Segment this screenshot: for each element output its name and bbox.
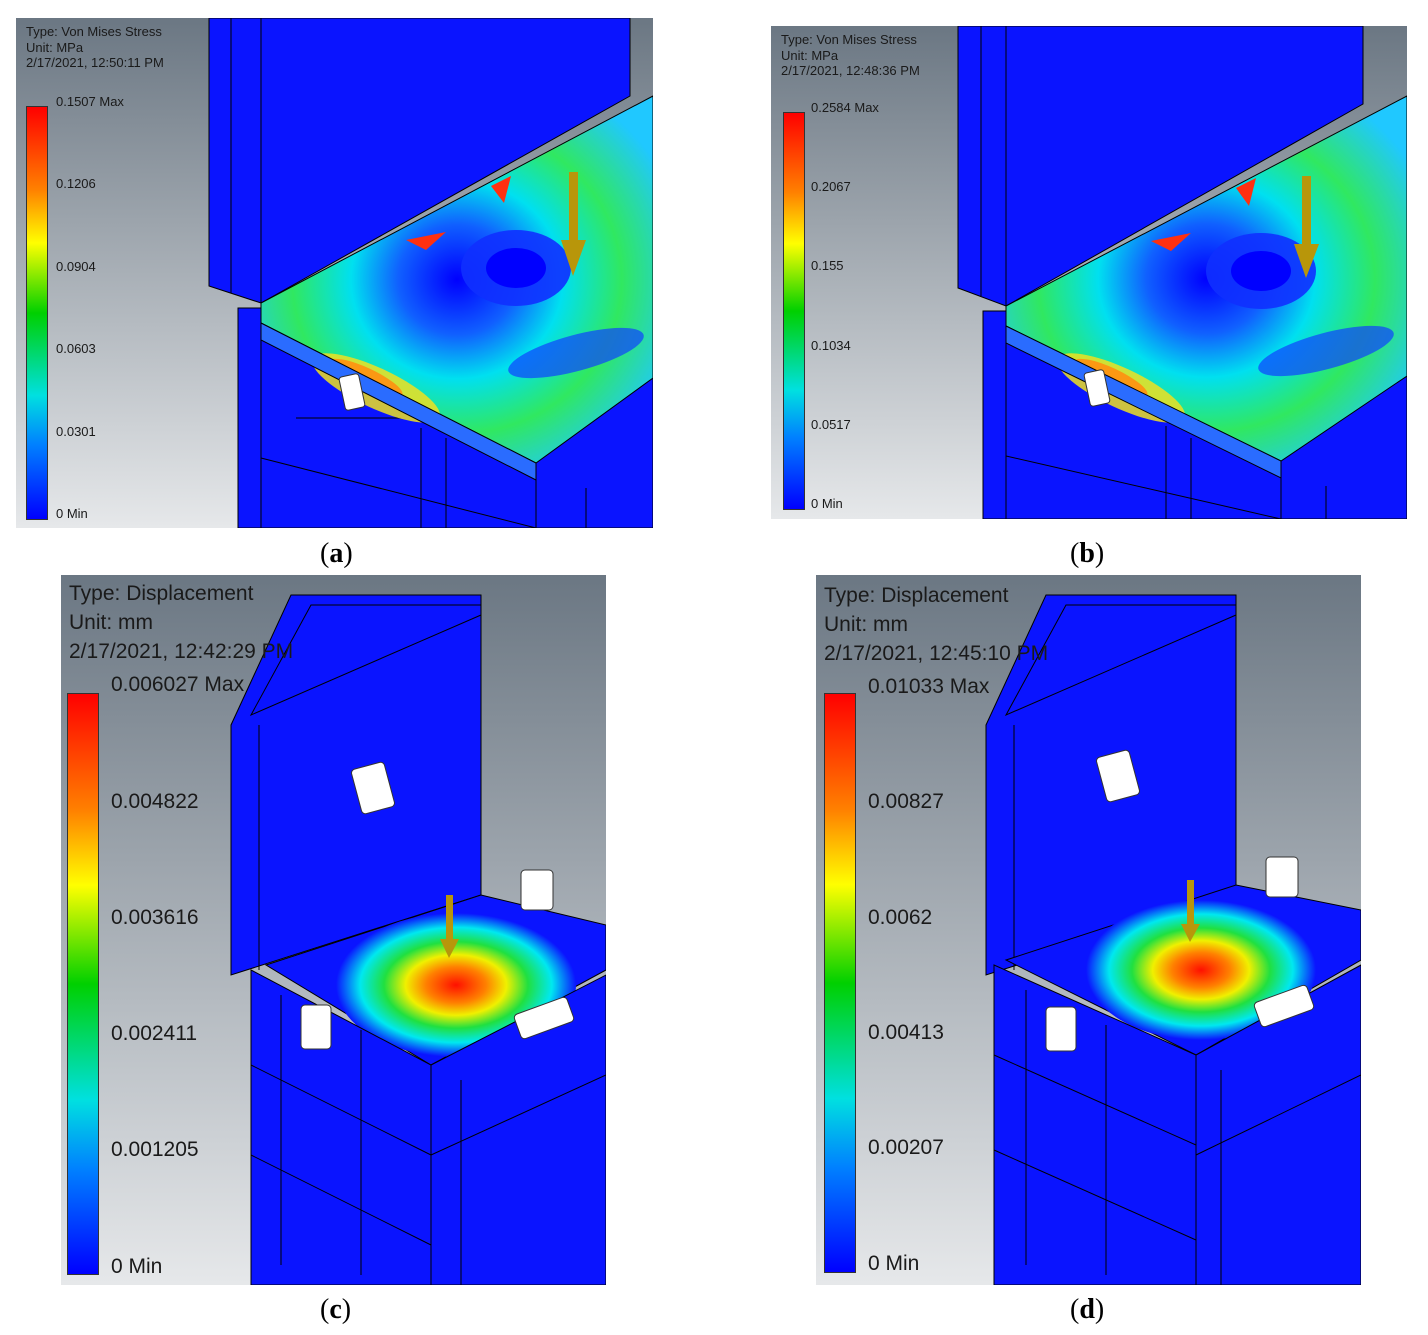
- result-type: Type: Von Mises Stress: [26, 24, 162, 39]
- result-unit: Unit: MPa: [781, 47, 839, 63]
- legend-tick: 0.003616: [111, 906, 199, 929]
- result-unit: Unit: mm: [824, 613, 908, 637]
- legend-tick: 0.0603: [56, 341, 96, 356]
- result-timestamp: 2/17/2021, 12:48:36 PM: [781, 63, 920, 79]
- legend-tick: 0.01033 Max: [868, 675, 990, 698]
- result-type: Type: Displacement: [69, 582, 254, 605]
- legend-tick: 0.0062: [868, 906, 933, 929]
- result-type: Type: Von Mises Stress: [781, 32, 917, 47]
- legend-tick: 0.001205: [111, 1138, 199, 1161]
- legend-tick: 0 Min: [111, 1255, 163, 1278]
- caption-c: (c): [320, 1294, 352, 1325]
- caption-d: (d): [1070, 1294, 1105, 1325]
- result-type: Type: Displacement: [824, 584, 1009, 607]
- panel-a-stress: Type: Von Mises Stress Unit: MPa 2/17/20…: [16, 18, 653, 528]
- legend-tick: 0.00413: [868, 1021, 944, 1044]
- result-timestamp: 2/17/2021, 12:50:11 PM: [26, 55, 164, 71]
- legend-tick: 0.002411: [111, 1022, 198, 1045]
- header-d: Type: Displacement Unit: mm 2/17/2021, 1…: [824, 583, 1048, 667]
- legend-tick: 0.1206: [56, 176, 96, 191]
- result-unit: Unit: mm: [69, 611, 153, 635]
- header-a: Type: Von Mises Stress Unit: MPa 2/17/20…: [26, 24, 164, 71]
- panel-c-displacement: Type: Displacement Unit: mm 2/17/2021, 1…: [61, 575, 606, 1285]
- header-b: Type: Von Mises Stress Unit: MPa 2/17/20…: [781, 32, 920, 79]
- legend-tick: 0 Min: [868, 1252, 920, 1275]
- result-timestamp: 2/17/2021, 12:42:29 PM: [69, 640, 294, 664]
- legend-tick: 0.0517: [811, 417, 851, 432]
- result-timestamp: 2/17/2021, 12:45:10 PM: [824, 642, 1049, 666]
- color-legend-c: [67, 693, 99, 1275]
- panel-d-displacement: Type: Displacement Unit: mm 2/17/2021, 1…: [816, 575, 1361, 1285]
- legend-tick: 0 Min: [56, 506, 88, 521]
- legend-tick: 0.2067: [811, 179, 851, 194]
- color-legend-d: [824, 693, 856, 1273]
- legend-tick: 0.00207: [868, 1136, 944, 1159]
- legend-tick: 0.0904: [56, 259, 96, 274]
- header-c: Type: Displacement Unit: mm 2/17/2021, 1…: [69, 581, 293, 665]
- legend-tick: 0.0301: [56, 424, 96, 439]
- legend-tick: 0.004822: [111, 790, 199, 813]
- legend-tick: 0.2584 Max: [811, 100, 879, 115]
- caption-b: (b): [1070, 538, 1105, 569]
- panel-b-stress: Type: Von Mises Stress Unit: MPa 2/17/20…: [771, 26, 1407, 519]
- legend-tick: 0.00827: [868, 790, 944, 813]
- caption-a: (a): [320, 538, 353, 569]
- legend-tick: 0.006027 Max: [111, 673, 245, 696]
- legend-tick: 0.1507 Max: [56, 94, 124, 109]
- color-legend-b: [783, 112, 805, 510]
- color-legend-a: [26, 106, 48, 520]
- result-unit: Unit: MPa: [26, 39, 84, 55]
- displacement-plot-d: [816, 575, 1361, 1285]
- stress-plot-a: [16, 18, 653, 528]
- legend-tick: 0.1034: [811, 338, 851, 353]
- displacement-plot-c: [61, 575, 606, 1285]
- legend-tick: 0.155: [811, 258, 844, 273]
- stress-plot-b: [771, 26, 1407, 519]
- legend-tick: 0 Min: [811, 496, 843, 511]
